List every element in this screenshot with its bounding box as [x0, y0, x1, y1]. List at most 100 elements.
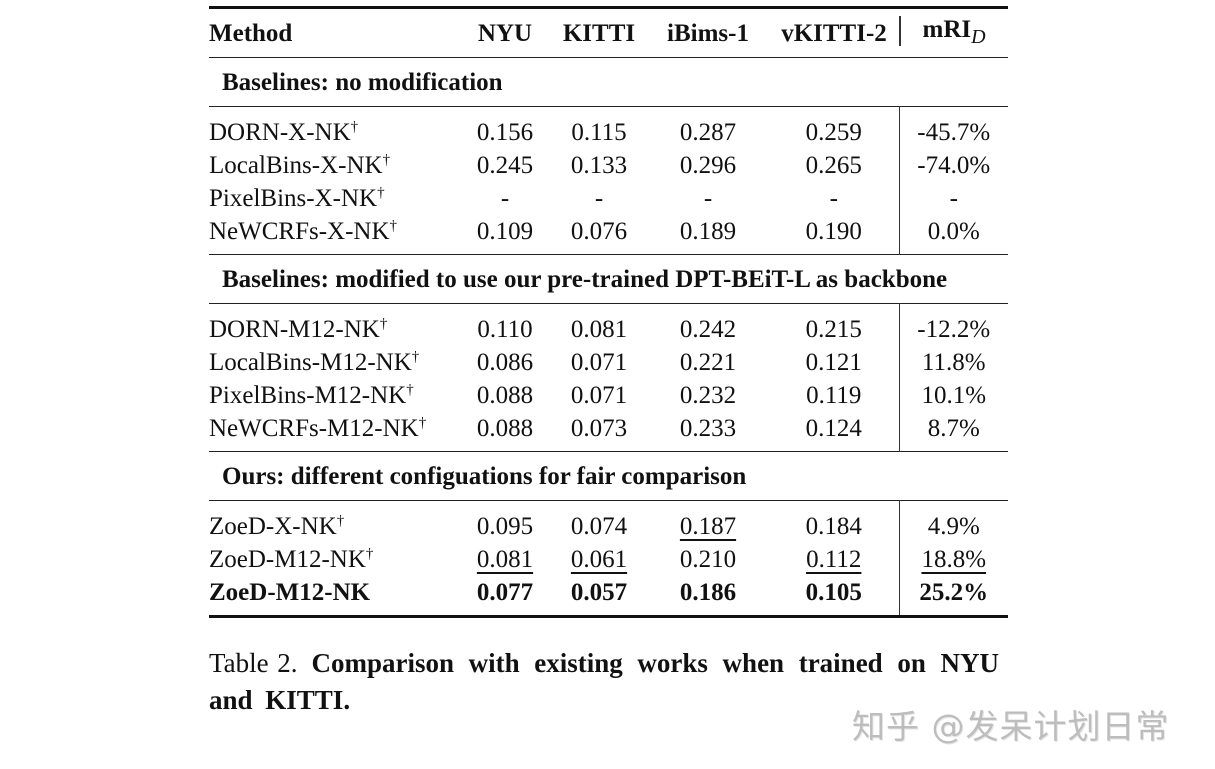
method-name: LocalBins-X-NK [209, 152, 383, 179]
vkitti-cell: 0.259 [769, 107, 899, 150]
vkitti-value: 0.112 [806, 546, 862, 573]
table-body: Baselines: no modification DORN-X-NK† 0.15… [209, 57, 1008, 617]
kitti-cell: 0.076 [551, 215, 647, 255]
watermark: 知乎 @发呆计划日常 [852, 707, 1170, 746]
ibims-cell: 0.189 [647, 215, 769, 255]
nyu-value: 0.095 [476, 513, 534, 540]
kitti-value: 0.073 [570, 415, 628, 442]
kitti-value: 0.115 [571, 119, 627, 146]
table-row: ZoeD-X-NK† 0.095 0.074 0.187 0.184 4.9% [209, 500, 1008, 543]
ibims-value: 0.210 [679, 546, 737, 573]
mri-cell: 25.2% [898, 576, 1008, 617]
mri-cell: -74.0% [898, 149, 1008, 182]
nyu-value: 0.245 [476, 152, 534, 179]
table-row: PixelBins-M12-NK† 0.088 0.071 0.232 0.119 10.… [209, 379, 1008, 412]
nyu-value: 0.077 [476, 579, 534, 606]
kitti-cell: 0.061 [551, 543, 647, 576]
method-name: DORN-M12-NK [209, 316, 380, 343]
column-header-mri: mRID [899, 8, 1008, 58]
kitti-cell: 0.081 [551, 304, 647, 347]
kitti-value: 0.071 [570, 349, 628, 376]
mri-cell: -45.7% [898, 106, 1008, 149]
dagger-mark: † [365, 546, 374, 562]
mri-cell: 0.0% [898, 215, 1008, 255]
table-row: NeWCRFs-X-NK† 0.109 0.076 0.189 0.190 0.0% [209, 215, 1008, 255]
vkitti-value: 0.105 [805, 579, 862, 606]
nyu-value: 0.081 [476, 546, 534, 573]
mri-value: 10.1% [921, 382, 987, 409]
method-cell: PixelBins-M12-NK† [209, 379, 459, 412]
nyu-cell: - [459, 182, 551, 215]
mri-value: -12.2% [917, 316, 991, 343]
method-cell: LocalBins-X-NK† [209, 149, 459, 182]
table-caption: Table 2. Comparison with existing works w… [209, 645, 999, 719]
method-name: ZoeD-M12-NK [209, 579, 371, 606]
method-cell: LocalBins-M12-NK† [209, 346, 459, 379]
table-row: ZoeD-M12-NK† 0.081 0.061 0.210 0.112 18.8% [209, 543, 1008, 576]
nyu-value: 0.156 [476, 119, 534, 146]
vkitti-value: 0.190 [805, 218, 862, 245]
kitti-value: 0.081 [570, 316, 628, 343]
method-cell: ZoeD-M12-NK† [209, 543, 459, 576]
vkitti-cell: 0.190 [769, 215, 899, 255]
ibims-value: 0.232 [679, 382, 737, 409]
method-cell: DORN-M12-NK† [209, 304, 459, 347]
group-header-row: Baselines: modified to use our pre-train… [209, 254, 1008, 304]
method-name: PixelBins-X-NK [209, 185, 378, 212]
dagger-mark: † [350, 119, 359, 135]
mri-cell: 18.8% [898, 543, 1008, 576]
table-row: PixelBins-X-NK† - - - - - [209, 182, 1008, 215]
results-table: Method NYU KITTI iBims-1 vKITTI-2 mRID B… [209, 6, 1008, 618]
dagger-mark: † [377, 185, 385, 201]
mri-cell: - [898, 182, 1008, 215]
ibims-cell: 0.233 [647, 412, 769, 452]
kitti-cell: 0.071 [551, 346, 647, 379]
nyu-cell: 0.077 [459, 576, 551, 617]
kitti-cell: 0.057 [551, 576, 647, 617]
kitti-cell: - [551, 182, 647, 215]
kitti-cell: 0.115 [551, 107, 647, 150]
table-row: LocalBins-X-NK† 0.245 0.133 0.296 0.265 -74.0… [209, 149, 1008, 182]
vkitti-cell: 0.112 [769, 543, 899, 576]
nyu-value: 0.088 [476, 382, 534, 409]
column-header-kitti: KITTI [562, 19, 636, 47]
dagger-mark: † [411, 349, 420, 365]
nyu-cell: 0.109 [459, 215, 551, 255]
nyu-value: 0.110 [477, 316, 533, 343]
vkitti-cell: 0.105 [769, 576, 899, 617]
vkitti-value: 0.215 [805, 316, 862, 343]
ibims-cell: 0.296 [647, 149, 769, 182]
dagger-mark: † [336, 513, 345, 529]
vkitti-value: - [829, 185, 838, 212]
group-title: Ours: different configuations for fair c… [222, 462, 747, 490]
method-name: ZoeD-M12-NK [209, 546, 366, 573]
table-row: ZoeD-M12-NK 0.077 0.057 0.186 0.105 25.2% [209, 576, 1008, 617]
mri-value: 4.9% [927, 513, 980, 540]
ibims-cell: 0.186 [647, 576, 769, 617]
nyu-value: 0.086 [476, 349, 534, 376]
table-header-row: Method NYU KITTI iBims-1 vKITTI-2 mRID [209, 7, 1008, 58]
results-table-container: Method NYU KITTI iBims-1 vKITTI-2 mRID B… [209, 6, 1008, 618]
mri-label: mRI [922, 15, 972, 43]
vkitti-cell: - [769, 182, 899, 215]
dagger-mark: † [389, 218, 398, 234]
column-header-ibims: iBims-1 [667, 19, 749, 47]
ibims-value: - [703, 185, 713, 212]
ibims-cell: 0.210 [647, 543, 769, 576]
vkitti-cell: 0.121 [769, 346, 899, 379]
ibims-cell: 0.287 [647, 107, 769, 150]
ibims-cell: - [647, 182, 769, 215]
vkitti-value: 0.124 [805, 415, 862, 442]
group-header-row: Ours: different configuations for fair c… [209, 451, 1008, 501]
mri-value: 8.7% [927, 415, 980, 442]
group-header-row: Baselines: no modification [209, 57, 1008, 107]
mri-cell: 8.7% [898, 412, 1008, 452]
mri-subscript: D [971, 25, 986, 48]
vkitti-value: 0.119 [806, 382, 862, 409]
vkitti-cell: 0.265 [769, 149, 899, 182]
mri-cell: -12.2% [898, 303, 1008, 346]
method-name: NeWCRFs-X-NK [209, 218, 390, 245]
method-name: ZoeD-X-NK [209, 513, 337, 540]
mri-value: 0.0% [927, 218, 980, 245]
dagger-mark: † [379, 316, 388, 332]
